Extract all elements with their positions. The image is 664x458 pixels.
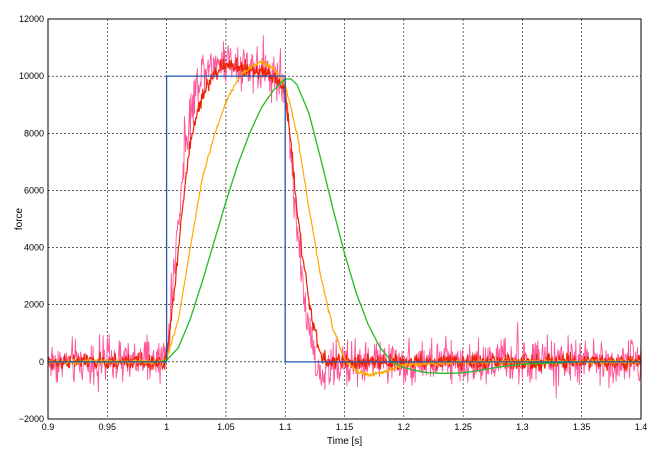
y-tick-label: 12000 bbox=[19, 14, 44, 24]
x-tick-label: 1.35 bbox=[573, 422, 591, 432]
x-tick-label: 1.4 bbox=[635, 422, 648, 432]
y-axis-label: force bbox=[14, 207, 25, 230]
x-axis-label: Time [s] bbox=[327, 436, 362, 447]
y-tick-label: 0 bbox=[39, 357, 44, 367]
y-tick-label: 10000 bbox=[19, 71, 44, 81]
y-tick-label: 2000 bbox=[24, 300, 44, 310]
x-tick-label: 1 bbox=[164, 422, 169, 432]
x-tick-label: 1.2 bbox=[398, 422, 411, 432]
plot-frame bbox=[47, 18, 642, 420]
series-line-1 bbox=[47, 35, 642, 399]
x-tick-label: 1.1 bbox=[279, 422, 292, 432]
x-tick-label: 1.25 bbox=[454, 422, 472, 432]
x-tick-label: 1.05 bbox=[217, 422, 235, 432]
tick-labels: 0.9 0.95 1 1.05 1.1 1.15 1.2 1.25 1.3 1.35 1.4 −200… bbox=[19, 14, 648, 432]
x-tick-label: 0.9 bbox=[42, 422, 55, 432]
y-tick-label: −2000 bbox=[19, 414, 44, 424]
x-tick-label: 1.3 bbox=[516, 422, 529, 432]
series-group bbox=[47, 35, 642, 399]
y-tick-label: 8000 bbox=[24, 128, 44, 138]
series-line-5 bbox=[47, 75, 642, 363]
y-tick-label: 6000 bbox=[24, 185, 44, 195]
y-tick-label: 4000 bbox=[24, 243, 44, 253]
x-tick-label: 1.15 bbox=[336, 422, 354, 432]
x-tick-label: 0.95 bbox=[99, 422, 117, 432]
